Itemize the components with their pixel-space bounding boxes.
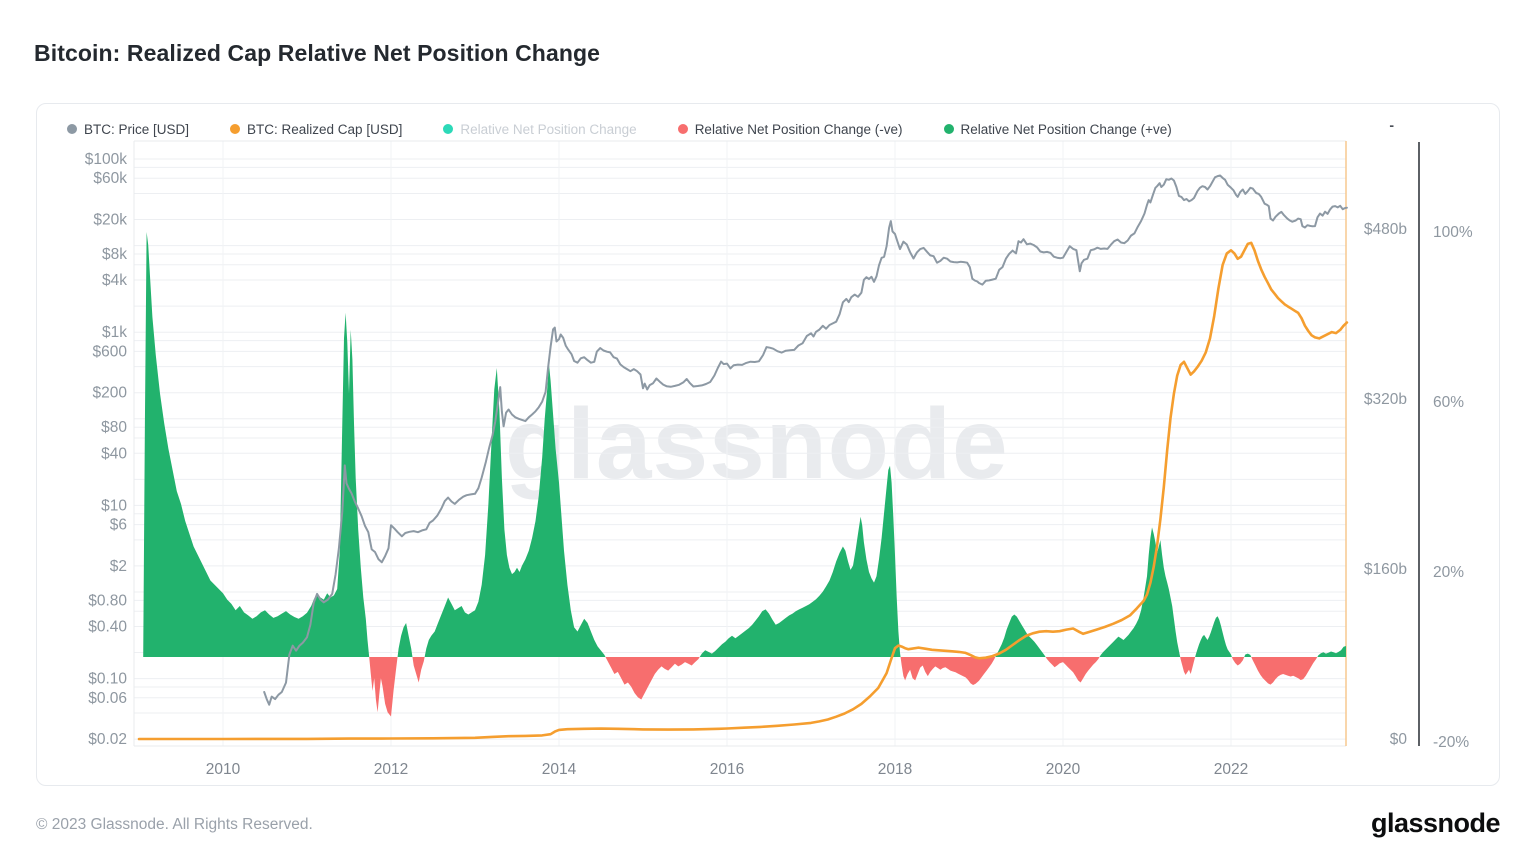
svg-text:$600: $600	[93, 343, 128, 360]
chart-card: glassnode $100k $60k $20k $8k $4k $1k $600 $200…	[36, 103, 1500, 786]
legend-item-label: BTC: Realized Cap [USD]	[247, 121, 403, 137]
legend-dot-icon	[67, 124, 77, 134]
legend-item-label: BTC: Price [USD]	[84, 121, 190, 137]
legend-item-btc-price[interactable]: BTC: Price [USD]	[67, 122, 189, 137]
legend-item-label: Relative Net Position Change (-ve)	[694, 121, 903, 137]
svg-text:$6: $6	[110, 517, 127, 534]
svg-text:$10: $10	[101, 497, 127, 514]
svg-text:$2: $2	[110, 558, 127, 575]
svg-text:$0.40: $0.40	[88, 618, 127, 635]
svg-text:2020: 2020	[1046, 761, 1081, 778]
svg-text:$200: $200	[93, 385, 128, 402]
legend-dot-icon	[230, 124, 241, 134]
glassnode-logo: glassnode	[1370, 808, 1501, 838]
legend-item-rnpc-neg[interactable]: Relative Net Position Change (-ve)	[677, 121, 903, 137]
legend-item-btc-realized-cap[interactable]: BTC: Realized Cap [USD]	[230, 122, 402, 137]
svg-text:2018: 2018	[878, 761, 912, 778]
svg-text:2012: 2012	[374, 761, 408, 778]
svg-text:100%: 100%	[1433, 224, 1473, 241]
legend-item-rnpc-pos[interactable]: Relative Net Position Change (+ve)	[943, 121, 1172, 137]
page-title: Bitcoin: Realized Cap Relative Net Posit…	[34, 40, 601, 66]
svg-text:$0: $0	[1390, 731, 1408, 748]
legend-item-rnpc[interactable]: Relative Net Position Change	[443, 121, 637, 137]
svg-text:2022: 2022	[1214, 761, 1248, 778]
svg-text:$100k: $100k	[85, 151, 127, 168]
legend-dot-icon	[677, 124, 688, 134]
copyright-text: © 2023 Glassnode. All Rights Reserved.	[36, 816, 313, 833]
svg-text:2016: 2016	[710, 761, 744, 778]
legend-dot-icon	[943, 124, 954, 134]
svg-text:2014: 2014	[542, 761, 577, 778]
svg-text:$0.80: $0.80	[88, 592, 127, 609]
svg-text:$0.06: $0.06	[88, 690, 127, 707]
svg-text:-20%: -20%	[1433, 734, 1469, 751]
svg-text:2010: 2010	[206, 761, 241, 778]
svg-text:$60k: $60k	[93, 170, 127, 187]
svg-text:$4k: $4k	[102, 272, 127, 289]
svg-text:60%: 60%	[1433, 394, 1464, 411]
svg-text:$480b: $480b	[1364, 221, 1407, 238]
chart-plot[interactable]: $100k $60k $20k $8k $4k $1k $600 $200 $80 $40 $10 $…	[37, 104, 1501, 787]
svg-text:$0.02: $0.02	[88, 731, 127, 748]
svg-text:$0.10: $0.10	[88, 671, 127, 688]
legend: BTC: Price [USD] BTC: Realized Cap [USD] R…	[67, 119, 1172, 139]
svg-text:$1k: $1k	[102, 324, 127, 341]
svg-text:$80: $80	[101, 419, 127, 436]
svg-text:20%: 20%	[1433, 564, 1464, 581]
svg-text:$40: $40	[101, 445, 127, 462]
svg-text:$160b: $160b	[1364, 561, 1407, 578]
svg-text:$320b: $320b	[1364, 391, 1407, 408]
legend-overflow-dash[interactable]: -	[1389, 117, 1394, 133]
legend-dot-icon	[443, 124, 454, 134]
svg-text:$8k: $8k	[102, 246, 127, 263]
legend-item-label: Relative Net Position Change (+ve)	[960, 121, 1172, 137]
legend-item-label: Relative Net Position Change	[460, 121, 637, 137]
svg-text:$20k: $20k	[93, 212, 127, 229]
